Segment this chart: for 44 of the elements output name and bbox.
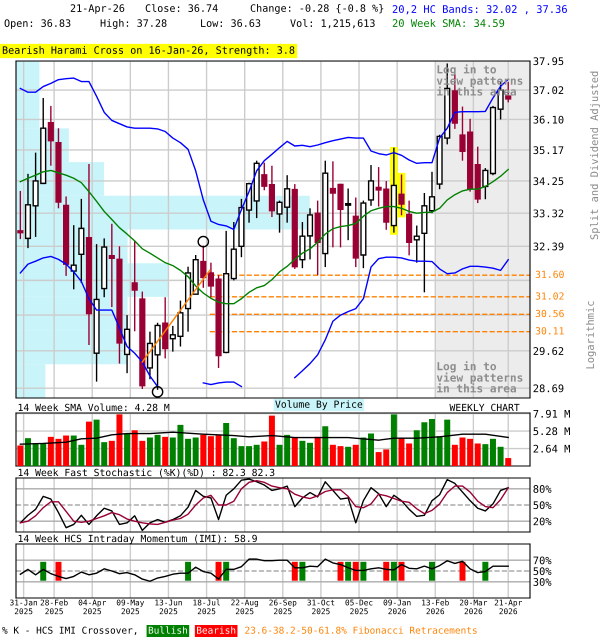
y-tick-label: 7.91 M [533,410,570,418]
text: High: 37.28 [100,19,166,29]
y-axis-title: Split and Dividend Adjusted [590,72,600,240]
ref-line-label: 31.60 [536,270,564,278]
y-tick-label: 34.25 [533,177,564,186]
y-tick-label: 28.69 [534,384,564,392]
y-tick-label: 50% [534,567,552,576]
text: Open: 36.83 [4,19,70,29]
text: 23.6-38.2-50-61.8% Fibonacci Retracements [245,626,477,634]
y-tick-label: 50% [534,501,552,510]
text: Close: 36.74 [146,4,218,12]
ref-line-label: 30.11 [536,327,564,335]
y-tick-label: 80% [533,485,552,493]
text: 21-Apr-26 [70,4,124,14]
text: Low: 36.63 [201,19,260,27]
y-tick-label: 5.28 M [534,427,570,436]
legend-title: % K - HCS IMI Crossover, [2,626,136,635]
text: Bearish [197,626,236,634]
chart-title: 14 Week SMA Volume: 4.28 M [18,404,170,412]
y-tick-label: 29.62 [534,347,564,355]
text: Vol: 1,215,613 [290,19,375,28]
text: WEEKLY CHART [449,404,520,412]
y-tick-label: 2.64 M [534,444,570,453]
y-tick-label: 32.39 [533,242,564,250]
chart-title: 14 Week Fast Stochastic (%K)(%D) : 82.3 82.3 [18,468,274,478]
chart-title: 14 Week HCS Intraday Momentum (IMI): 58.9 [18,534,257,544]
text: Change: -0.28 {-0.8 %} [250,4,384,14]
text: Bullish [148,626,187,634]
y-tick-label: 20% [534,517,552,526]
text: Volume By Price [275,400,362,410]
y-tick-label: 37.02 [533,86,564,94]
y-tick-label: 33.32 [533,209,564,218]
y-tick-label: 70% [533,556,552,564]
y-tick-label: 35.17 [533,146,564,154]
ref-line-label: 31.02 [536,292,564,300]
text: 20 Week SMA: 34.59 [392,18,504,28]
y-tick-label: 37.95 [533,57,564,66]
annotation: Log in to view patterns in this area [436,361,522,392]
y-tick-label: 30% [533,578,552,586]
text: Logarithmic [586,301,596,368]
ref-line-label: 30.56 [536,310,564,318]
text: Bearish Harami Cross on 16-Jan-26, Strength: 3.8 [2,46,294,56]
text: 20,2 HC Bands: 32.02 , 37.36 [392,4,567,14]
y-tick-label: 36.10 [533,116,564,124]
